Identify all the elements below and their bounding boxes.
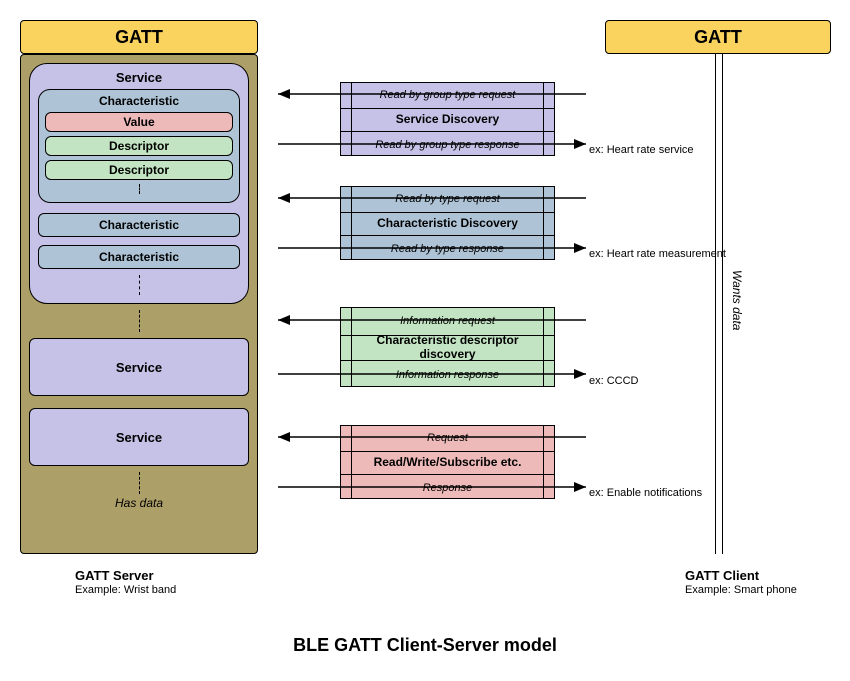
- ellipsis-dots: [139, 310, 140, 332]
- service-box-2: Service: [29, 338, 249, 396]
- client-caption: GATT Client: [685, 568, 759, 583]
- ellipsis-dots: [139, 472, 140, 494]
- service-label: Service: [38, 70, 240, 85]
- server-caption: GATT Server: [75, 568, 154, 583]
- descriptor-chip-1: Descriptor: [45, 136, 233, 156]
- descriptor-chip-2: Descriptor: [45, 160, 233, 180]
- characteristic-chip-2: Characteristic: [38, 213, 240, 237]
- diagram-title: BLE GATT Client-Server model: [0, 635, 850, 656]
- ellipsis-dots: [139, 275, 140, 295]
- client-example: Example: Smart phone: [685, 584, 797, 596]
- client-lifeline-2: [722, 54, 723, 554]
- characteristic-chip-3: Characteristic: [38, 245, 240, 269]
- example-label-1: ex: Heart rate measurement: [589, 248, 726, 260]
- wants-data-label: Wants data: [730, 270, 744, 330]
- characteristic-label: Characteristic: [45, 94, 233, 108]
- example-label-2: ex: CCCD: [589, 375, 639, 387]
- client-lifeline-1: [715, 54, 716, 554]
- ellipsis-dots: [139, 184, 140, 194]
- value-chip: Value: [45, 112, 233, 132]
- server-header: GATT: [20, 20, 258, 54]
- service-box-expanded: Service Characteristic Value Descriptor …: [29, 63, 249, 304]
- has-data-label: Has data: [29, 496, 249, 510]
- client-header: GATT: [605, 20, 831, 54]
- server-example: Example: Wrist band: [75, 584, 176, 596]
- characteristic-box-expanded: Characteristic Value Descriptor Descript…: [38, 89, 240, 203]
- example-label-3: ex: Enable notifications: [589, 487, 702, 499]
- example-label-0: ex: Heart rate service: [589, 144, 694, 156]
- service-box-3: Service: [29, 408, 249, 466]
- server-body: Service Characteristic Value Descriptor …: [20, 54, 258, 554]
